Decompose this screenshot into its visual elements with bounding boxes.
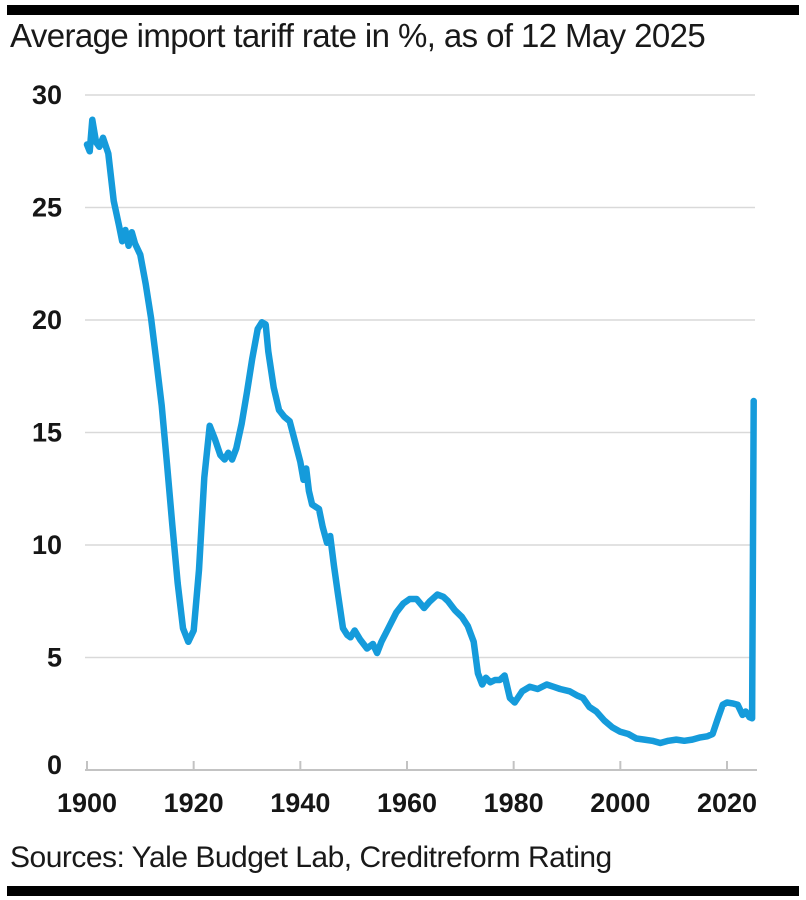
bottom-divider-bar xyxy=(7,886,799,896)
x-axis-label-1980: 1980 xyxy=(484,788,544,818)
y-axis-label-5: 5 xyxy=(47,643,62,673)
y-axis-label-0: 0 xyxy=(47,750,62,780)
sources-note: Sources: Yale Budget Lab, Creditreform R… xyxy=(10,841,612,874)
x-axis-label-1920: 1920 xyxy=(164,788,224,818)
x-axis-label-2020: 2020 xyxy=(697,788,757,818)
x-axis-label-2000: 2000 xyxy=(590,788,650,818)
x-axis-label-1900: 1900 xyxy=(57,788,117,818)
y-axis-label-10: 10 xyxy=(32,530,62,560)
y-axis-label-20: 20 xyxy=(32,305,62,335)
chart-title: Average import tariff rate in %, as of 1… xyxy=(10,17,706,54)
y-axis-label-15: 15 xyxy=(32,418,62,448)
y-axis-label-25: 25 xyxy=(32,193,62,223)
tariff-rate-line xyxy=(83,116,757,747)
x-axis-label-1940: 1940 xyxy=(270,788,330,818)
x-axis-label-1960: 1960 xyxy=(377,788,437,818)
top-divider-bar xyxy=(7,5,799,15)
y-axis-label-30: 30 xyxy=(32,80,62,110)
